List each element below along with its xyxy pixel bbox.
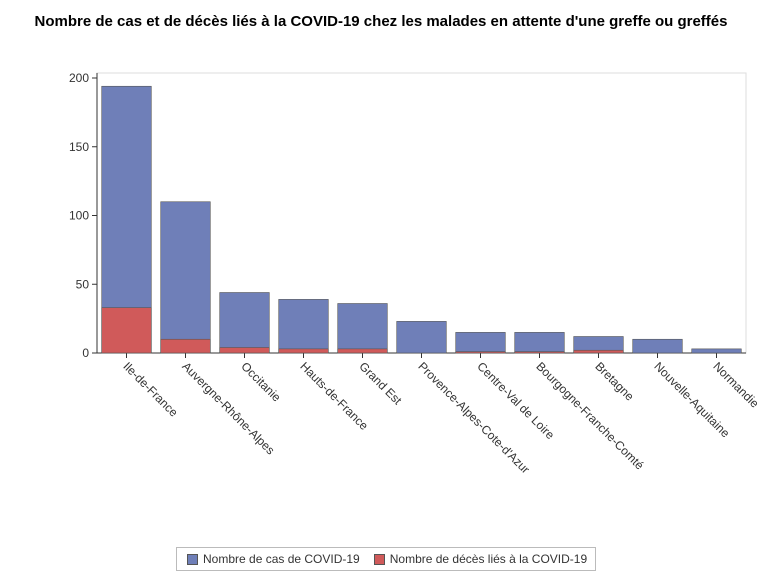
x-tick-label: Bourgogne-Franche-Comté (533, 359, 646, 472)
bar (219, 347, 270, 354)
bar (160, 338, 211, 354)
legend-label: Nombre de décès liés à la COVID-19 (389, 552, 588, 566)
y-tick-label: 100 (69, 209, 89, 223)
bar (632, 338, 683, 354)
bar (337, 348, 388, 354)
bar (455, 332, 506, 354)
bar (514, 332, 565, 354)
x-tick-label: Grand Est (356, 359, 405, 408)
bar (219, 292, 270, 354)
bar (455, 351, 506, 354)
bar (337, 303, 388, 354)
y-tick-label: 50 (76, 277, 90, 291)
legend-label: Nombre de cas de COVID-19 (203, 552, 360, 566)
bar (160, 201, 211, 354)
bar (278, 299, 329, 354)
chart-title: Nombre de cas et de décès liés à la COVI… (34, 13, 728, 30)
legend: Nombre de cas de COVID-19 Nombre de décès… (176, 547, 597, 571)
bar (573, 349, 624, 354)
y-tick-label: 150 (69, 140, 89, 154)
y-tick-label: 200 (69, 71, 89, 85)
legend-swatch (373, 553, 385, 565)
bar (514, 351, 565, 354)
bar (691, 348, 742, 354)
y-tick-label: 0 (82, 346, 89, 360)
bar (278, 348, 329, 354)
x-tick-label: Occitanie (238, 359, 284, 405)
x-tick-label: Normandie (710, 359, 762, 411)
x-tick-label: Bretagne (592, 359, 637, 404)
bar (101, 307, 152, 354)
bar (396, 321, 447, 354)
x-tick-label: Provence-Alpes-Cote-d'Azur (415, 359, 532, 476)
legend-swatch (187, 553, 198, 565)
x-tick-label: Ile-de-France (120, 359, 181, 420)
